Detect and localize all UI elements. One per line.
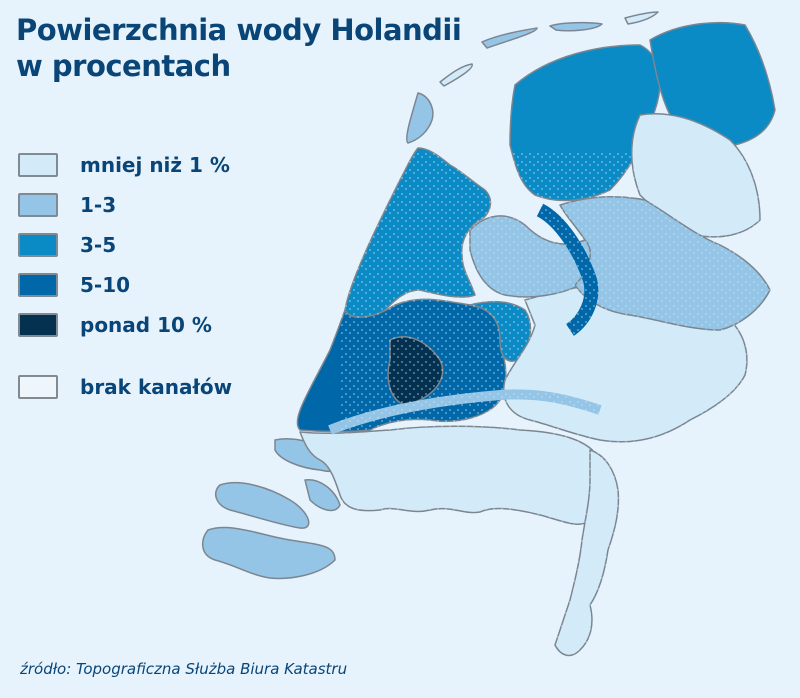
title-line-2: w procentach: [16, 49, 231, 83]
island-texel: [406, 92, 434, 144]
legend-label: mniej niż 1 %: [80, 153, 230, 177]
region-zeeland-2: [214, 481, 310, 529]
title-line-1: Powierzchnia wody Holandii: [16, 13, 462, 47]
legend-label: 5-10: [80, 273, 131, 297]
legend-item-no-canals: brak kanałów: [18, 367, 232, 407]
map-title: Powierzchnia wody Holandii w procentach: [16, 12, 462, 84]
region-zeeland-4: [304, 479, 341, 512]
legend-item-lt1: mniej niż 1 %: [18, 145, 232, 185]
legend-label: ponad 10 %: [80, 313, 212, 337]
swatch-gt10: [18, 313, 58, 337]
island-ameland: [549, 21, 603, 32]
legend-item-1-3: 1-3: [18, 185, 232, 225]
region-zeeland-3: [201, 526, 336, 580]
region-groningen: [649, 21, 776, 146]
legend-item-gt10: ponad 10 %: [18, 305, 232, 345]
legend-item-5-10: 5-10: [18, 265, 232, 305]
swatch-1-3: [18, 193, 58, 217]
island-schiermonnikoog: [624, 11, 659, 25]
swatch-5-10: [18, 273, 58, 297]
island-terschelling: [481, 27, 538, 49]
swatch-3-5: [18, 233, 58, 257]
swatch-lt1: [18, 153, 58, 177]
legend-item-3-5: 3-5: [18, 225, 232, 265]
legend: mniej niż 1 % 1-3 3-5 5-10 ponad 10 % br…: [18, 145, 232, 407]
swatch-no-canals: [18, 375, 58, 399]
source-note: źródło: Topograficzna Służba Biura Katas…: [20, 660, 348, 678]
legend-label: 3-5: [80, 233, 117, 257]
island-vlieland: [439, 63, 473, 87]
legend-label: brak kanałów: [80, 375, 233, 399]
legend-label: 1-3: [80, 193, 117, 217]
